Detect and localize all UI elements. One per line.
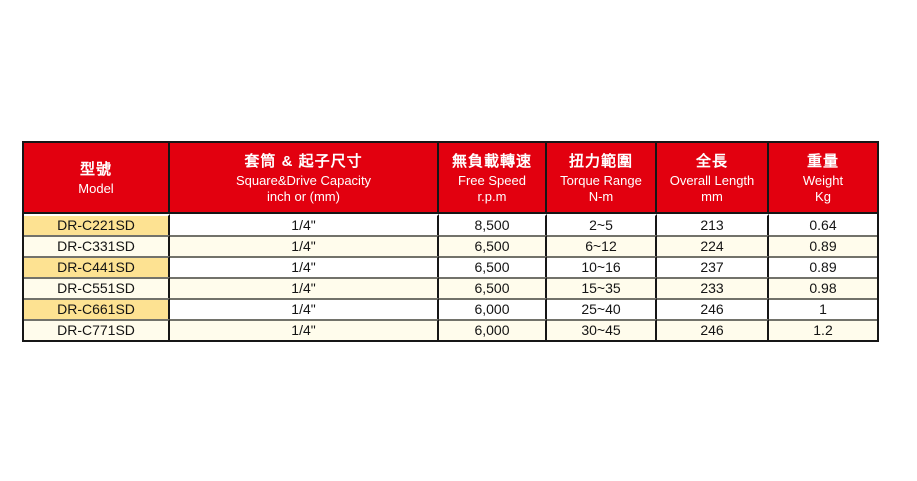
spec-cell: 0.89 xyxy=(769,256,877,277)
header-free-speed-en: Free Speed xyxy=(458,172,526,188)
table-row: DR-C221SD 1/4" 8,500 2~5 213 0.64 xyxy=(24,214,877,235)
spec-cell: 1/4" xyxy=(170,298,439,319)
spec-cell: 0.64 xyxy=(769,214,877,235)
header-free-speed-zh: 無負載轉速 xyxy=(451,152,532,170)
header-weight-zh: 重量 xyxy=(806,152,839,170)
table-row: DR-C551SD 1/4" 6,500 15~35 233 0.98 xyxy=(24,277,877,298)
spec-cell: 1 xyxy=(769,298,877,319)
header-capacity-en: Square&Drive Capacity xyxy=(235,172,372,188)
spec-cell: 237 xyxy=(657,256,769,277)
spec-cell: 1/4" xyxy=(170,256,439,277)
spec-table: 型號 Model 套筒 & 起子尺寸 Square&Drive Capacity… xyxy=(22,141,879,342)
spec-cell: 233 xyxy=(657,277,769,298)
spec-cell: 15~35 xyxy=(547,277,657,298)
spec-cell: 1.2 xyxy=(769,319,877,340)
model-cell: DR-C551SD xyxy=(24,277,170,298)
table-body: DR-C221SD 1/4" 8,500 2~5 213 0.64 DR-C331SD 1/4… xyxy=(24,214,877,340)
spec-cell: 8,500 xyxy=(439,214,547,235)
spec-cell: 224 xyxy=(657,235,769,256)
spec-cell: 1/4" xyxy=(170,277,439,298)
spec-cell: 0.89 xyxy=(769,235,877,256)
model-cell: DR-C441SD xyxy=(24,256,170,277)
spec-cell: 246 xyxy=(657,298,769,319)
spec-cell: 6,500 xyxy=(439,277,547,298)
spec-cell: 6~12 xyxy=(547,235,657,256)
model-cell: DR-C331SD xyxy=(24,235,170,256)
spec-cell: 10~16 xyxy=(547,256,657,277)
table-row: DR-C771SD 1/4" 6,000 30~45 246 1.2 xyxy=(24,319,877,340)
table-row: DR-C331SD 1/4" 6,500 6~12 224 0.89 xyxy=(24,235,877,256)
header-torque-range-en: Torque Range xyxy=(560,172,642,188)
table-row: DR-C661SD 1/4" 6,000 25~40 246 1 xyxy=(24,298,877,319)
spec-cell: 2~5 xyxy=(547,214,657,235)
header-cell-overall-length: 全長 Overall Length mm xyxy=(657,143,769,214)
header-capacity-zh: 套筒 & 起子尺寸 xyxy=(244,152,363,170)
header-row: 型號 Model 套筒 & 起子尺寸 Square&Drive Capacity… xyxy=(24,143,877,214)
model-cell: DR-C661SD xyxy=(24,298,170,319)
spec-cell: 25~40 xyxy=(547,298,657,319)
header-cell-free-speed: 無負載轉速 Free Speed r.p.m xyxy=(439,143,547,214)
spec-cell: 0.98 xyxy=(769,277,877,298)
spec-cell: 6,500 xyxy=(439,256,547,277)
header-overall-length-zh: 全長 xyxy=(695,152,728,170)
spec-cell: 6,500 xyxy=(439,235,547,256)
header-torque-range-zh: 扭力範圍 xyxy=(568,152,633,170)
header-free-speed-unit: r.p.m xyxy=(477,188,507,204)
spec-cell: 6,000 xyxy=(439,298,547,319)
header-model-en: Model xyxy=(78,180,114,196)
header-cell-torque-range: 扭力範圍 Torque Range N-m xyxy=(547,143,657,214)
header-capacity-unit: inch or (mm) xyxy=(267,188,340,204)
spec-cell: 30~45 xyxy=(547,319,657,340)
spec-cell: 246 xyxy=(657,319,769,340)
spec-cell: 1/4" xyxy=(170,235,439,256)
header-weight-en: Weight xyxy=(802,172,844,188)
header-model-zh: 型號 xyxy=(79,160,112,178)
spec-cell: 1/4" xyxy=(170,214,439,235)
spec-cell: 213 xyxy=(657,214,769,235)
header-cell-capacity: 套筒 & 起子尺寸 Square&Drive Capacity inch or … xyxy=(170,143,439,214)
model-cell: DR-C771SD xyxy=(24,319,170,340)
header-torque-range-unit: N-m xyxy=(588,188,614,204)
header-overall-length-en: Overall Length xyxy=(669,172,755,188)
header-cell-weight: 重量 Weight Kg xyxy=(769,143,877,214)
header-cell-model: 型號 Model xyxy=(24,143,170,214)
header-weight-unit: Kg xyxy=(815,188,831,204)
table-row: DR-C441SD 1/4" 6,500 10~16 237 0.89 xyxy=(24,256,877,277)
spec-cell: 6,000 xyxy=(439,319,547,340)
header-overall-length-unit: mm xyxy=(701,188,723,204)
spec-cell: 1/4" xyxy=(170,319,439,340)
model-cell: DR-C221SD xyxy=(24,214,170,235)
